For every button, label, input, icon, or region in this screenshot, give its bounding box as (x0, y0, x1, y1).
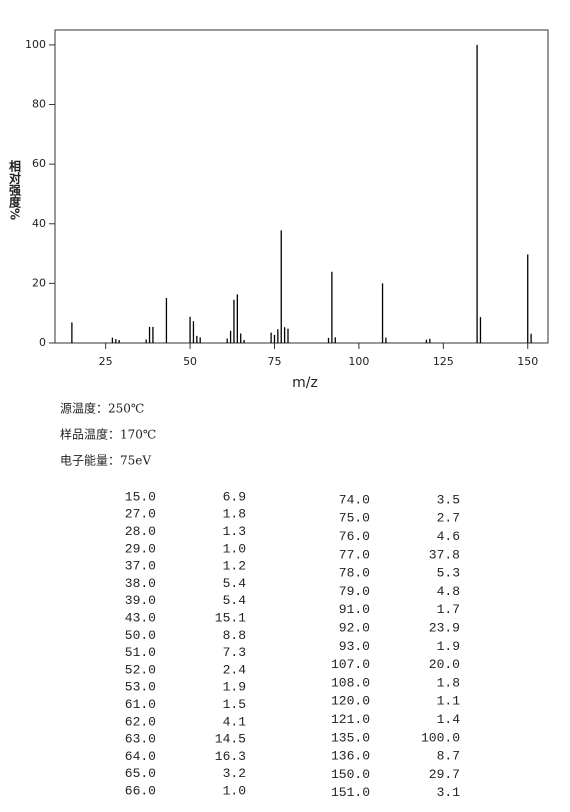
table-cell: 93.0 (339, 639, 370, 654)
table-cell: 1.1 (437, 694, 461, 709)
y-tick-label: 60 (32, 157, 46, 170)
table-cell: 107.0 (331, 657, 370, 672)
table-cell: 23.9 (429, 621, 460, 636)
table-cell: 4.6 (437, 529, 460, 544)
table-cell: 63.0 (125, 732, 156, 747)
table-cell: 8.8 (223, 628, 246, 643)
table-cell: 28.0 (125, 524, 156, 539)
table-cell: 62.0 (125, 714, 156, 729)
table-cell: 77.0 (339, 547, 370, 562)
table-cell: 29.0 (125, 541, 156, 556)
info-line: 源温度：250℃ (60, 401, 144, 416)
table-cell: 108.0 (331, 675, 370, 690)
table-cell: 50.0 (125, 628, 156, 643)
table-cell: 39.0 (125, 593, 156, 608)
y-tick-label: 0 (39, 336, 46, 349)
table-cell: 150.0 (331, 767, 370, 782)
x-tick-label: 125 (433, 355, 454, 368)
table-cell: 4.8 (437, 584, 460, 599)
info-line: 电子能量：75eV (60, 454, 151, 468)
table-cell: 37.0 (125, 559, 156, 574)
plot-frame (54, 29, 549, 344)
table-cell: 27.0 (125, 507, 156, 522)
x-tick-label: 50 (183, 355, 197, 368)
table-cell: 75.0 (339, 511, 370, 526)
table-cell: 3.2 (223, 766, 246, 781)
table-cell: 79.0 (339, 584, 370, 599)
table-cell: 1.2 (223, 559, 246, 574)
table-cell: 1.7 (437, 602, 460, 617)
table-cell: 91.0 (339, 602, 370, 617)
table-cell: 52.0 (125, 662, 156, 677)
table-cell: 1.8 (223, 507, 246, 522)
table-cell: 61.0 (125, 697, 156, 712)
x-tick-label: 25 (99, 355, 113, 368)
table-cell: 135.0 (331, 730, 370, 745)
table-cell: 5.3 (437, 566, 460, 581)
x-tick-label: 150 (517, 355, 538, 368)
table-cell: 15.0 (125, 489, 156, 504)
table-cell: 51.0 (125, 645, 156, 660)
table-cell: 16.3 (215, 749, 246, 764)
table-cell: 7.3 (223, 645, 246, 660)
y-tick-label: 40 (32, 217, 46, 230)
table-cell: 3.5 (437, 492, 460, 507)
table-cell: 37.8 (429, 547, 460, 562)
table-cell: 1.4 (437, 712, 461, 727)
table-cell: 2.7 (437, 511, 460, 526)
x-tick-label: 100 (348, 355, 369, 368)
table-cell: 121.0 (331, 712, 370, 727)
table-cell: 1.9 (437, 639, 460, 654)
table-cell: 151.0 (331, 785, 370, 800)
x-tick-label: 75 (267, 355, 281, 368)
y-tick-label: 80 (32, 98, 46, 111)
table-cell: 64.0 (125, 749, 156, 764)
table-cell: 76.0 (339, 529, 370, 544)
table-cell: 4.1 (223, 714, 247, 729)
table-cell: 66.0 (125, 784, 156, 799)
table-cell: 8.7 (437, 749, 460, 764)
table-cell: 5.4 (223, 576, 247, 591)
table-cell: 15.1 (215, 611, 246, 626)
y-axis-label: 相对强度% (8, 159, 22, 220)
table-cell: 120.0 (331, 694, 370, 709)
table-cell: 20.0 (429, 657, 460, 672)
table-cell: 14.5 (215, 732, 246, 747)
table-cell: 100.0 (421, 730, 460, 745)
table-cell: 6.9 (223, 489, 246, 504)
table-cell: 1.9 (223, 680, 246, 695)
table-cell: 1.8 (437, 675, 460, 690)
table-cell: 136.0 (331, 749, 370, 764)
table-cell: 53.0 (125, 680, 156, 695)
y-tick-label: 100 (25, 38, 46, 51)
table-cell: 1.0 (223, 541, 246, 556)
table-cell: 1.5 (223, 697, 246, 712)
table-cell: 38.0 (125, 576, 156, 591)
table-cell: 65.0 (125, 766, 156, 781)
x-axis-label: m/z (292, 375, 318, 391)
table-cell: 92.0 (339, 621, 370, 636)
y-tick-label: 20 (32, 276, 46, 289)
table-cell: 3.1 (437, 785, 461, 800)
table-cell: 1.0 (223, 784, 246, 799)
table-cell: 43.0 (125, 611, 156, 626)
info-line: 样品温度：170℃ (60, 427, 156, 442)
table-cell: 78.0 (339, 566, 370, 581)
table-cell: 1.3 (223, 524, 246, 539)
table-cell: 74.0 (339, 492, 370, 507)
table-cell: 2.4 (223, 662, 247, 677)
table-cell: 5.4 (223, 593, 247, 608)
table-cell: 29.7 (429, 767, 460, 782)
